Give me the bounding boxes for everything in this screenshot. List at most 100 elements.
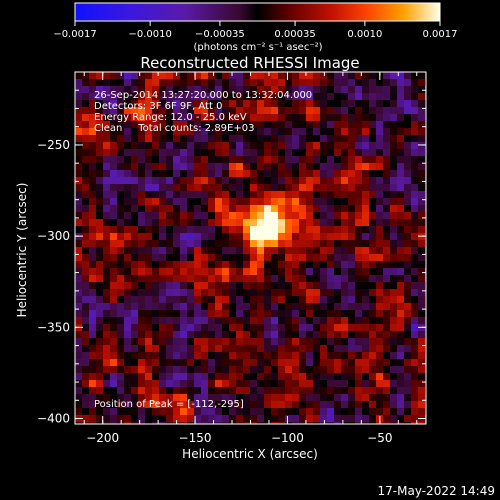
heatmap-cell [362,226,369,233]
heatmap-cell [341,380,348,387]
heatmap-cell [208,226,215,233]
heatmap-cell [152,275,159,282]
heatmap-cell [187,170,194,177]
heatmap-cell [341,128,348,135]
heatmap-cell [348,268,355,275]
heatmap-cell [383,219,390,226]
heatmap-cell [299,394,306,401]
x-tick-label: −100 [271,431,304,445]
heatmap-cell [362,422,369,424]
heatmap-cell [166,282,173,289]
heatmap-cell [96,408,103,415]
heatmap-cell [180,163,187,170]
heatmap-cell [348,184,355,191]
heatmap-cell [194,163,201,170]
heatmap-cell [173,415,180,422]
heatmap-cell [355,289,362,296]
heatmap-cell [418,240,425,247]
heatmap-cell [103,324,110,331]
heatmap-cell [397,212,404,219]
heatmap-cell [96,317,103,324]
heatmap-cell [243,387,250,394]
heatmap-cell [327,128,334,135]
heatmap-cell [383,373,390,380]
heatmap-cell [208,415,215,422]
heatmap-cell [159,233,166,240]
heatmap-cell [397,352,404,359]
heatmap-cell [383,422,390,424]
heatmap-cell [362,352,369,359]
heatmap-cell [103,338,110,345]
heatmap-cell [320,275,327,282]
heatmap-cell [117,240,124,247]
heatmap-cell [222,268,229,275]
heatmap-cell [75,72,82,79]
heatmap-cell [250,282,257,289]
heatmap-cell [180,156,187,163]
heatmap-cell [257,296,264,303]
heatmap-cell [341,387,348,394]
heatmap-cell [159,107,166,114]
heatmap-cell [208,310,215,317]
heatmap-cell [285,240,292,247]
heatmap-cell [306,170,313,177]
heatmap-cell [404,226,411,233]
heatmap-cell [355,212,362,219]
heatmap-cell [320,100,327,107]
heatmap-cell [278,191,285,198]
heatmap-cell [222,128,229,135]
heatmap-cell [117,191,124,198]
heatmap-cell [82,247,89,254]
heatmap-cell [243,184,250,191]
heatmap-cell [257,142,264,149]
heatmap-cell [145,156,152,163]
heatmap-cell [103,317,110,324]
heatmap-cell [159,317,166,324]
heatmap-cell [341,247,348,254]
heatmap-cell [117,422,124,424]
heatmap-cell [75,331,82,338]
heatmap-cell [215,107,222,114]
heatmap-cell [194,86,201,93]
heatmap-cell [418,107,425,114]
heatmap-cell [236,226,243,233]
heatmap-cell [292,289,299,296]
heatmap-cell [285,72,292,79]
heatmap-cell [82,128,89,135]
heatmap-cell [187,72,194,79]
heatmap-cell [327,205,334,212]
heatmap-cell [138,310,145,317]
heatmap-cell [138,324,145,331]
heatmap-cell [278,261,285,268]
heatmap-cell [110,324,117,331]
heatmap-cell [236,275,243,282]
heatmap-cell [243,107,250,114]
heatmap-cell [257,107,264,114]
heatmap-cell [173,191,180,198]
heatmap-cell [124,394,131,401]
colorbar-tick-label: 0.0017 [423,29,458,40]
heatmap-cell [369,107,376,114]
heatmap-cell [376,338,383,345]
heatmap-cell [306,107,313,114]
heatmap-cell [117,72,124,79]
heatmap-cell [208,268,215,275]
heatmap-cell [96,303,103,310]
heatmap-cell [208,317,215,324]
heatmap-cell [285,408,292,415]
heatmap-cell [124,401,131,408]
heatmap-cell [383,191,390,198]
heatmap-cell [110,289,117,296]
heatmap-cell [362,198,369,205]
heatmap-cell [271,338,278,345]
heatmap-cell [110,422,117,424]
heatmap-cell [103,352,110,359]
heatmap-cell [355,184,362,191]
heatmap-cell [250,198,257,205]
heatmap-cell [145,240,152,247]
heatmap-cell [264,163,271,170]
heatmap-cell [145,401,152,408]
heatmap-cell [236,310,243,317]
heatmap-cell [159,422,166,424]
heatmap-cell [278,240,285,247]
